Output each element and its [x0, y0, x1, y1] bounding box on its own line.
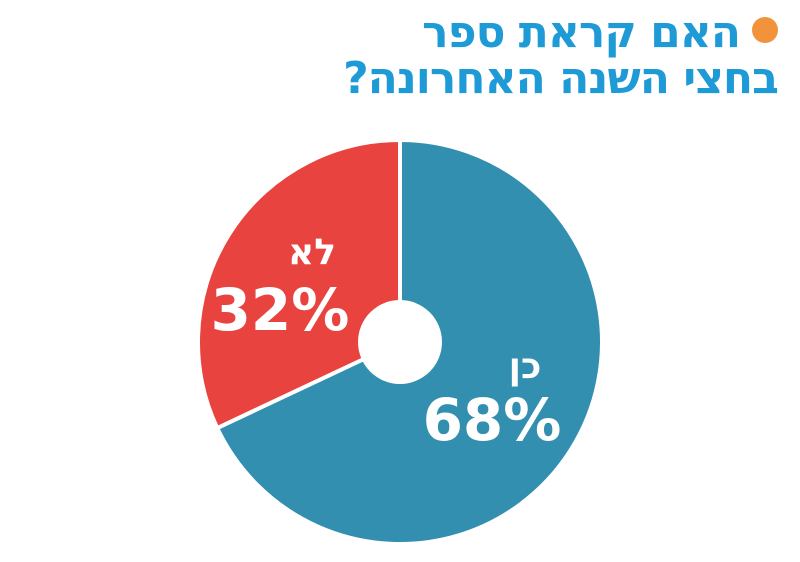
- label-yes: כן 68%: [423, 346, 562, 454]
- slice-category-label-no: לא: [288, 232, 336, 273]
- title-line-2: בחצי השנה האחרונה?: [343, 53, 779, 104]
- pie-slice-no: [196, 137, 402, 431]
- title-line-1-text: האם קראת ספר: [422, 7, 741, 58]
- label-no: לא 32%: [211, 232, 350, 344]
- slice-value-label-no: 32%: [211, 276, 350, 344]
- title-bullet-icon: [752, 17, 778, 43]
- slice-category-label-yes: כן: [509, 346, 542, 387]
- chart-title: האם קראת ספר בחצי השנה האחרונה?: [178, 10, 779, 104]
- donut-hole: [358, 300, 442, 384]
- title-line-1: האם קראת ספר: [178, 10, 778, 56]
- slice-value-label-yes: 68%: [423, 386, 562, 454]
